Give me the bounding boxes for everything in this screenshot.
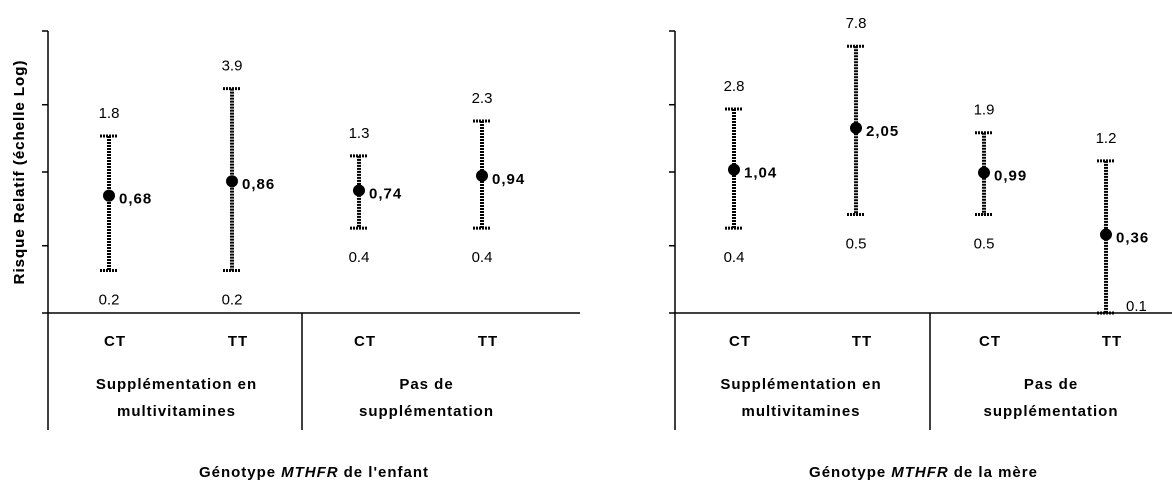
value-label: 0,36 — [1116, 230, 1149, 247]
ci-low-label: 0.4 — [724, 249, 745, 266]
group-label: Pas de — [399, 376, 453, 393]
ci-high-label: 1.8 — [99, 105, 120, 122]
ci-high-label: 3.9 — [222, 58, 243, 75]
ci-low-label: 0.5 — [974, 235, 995, 252]
x-tick-label: TT — [852, 333, 872, 350]
x-tick-label: TT — [478, 333, 498, 350]
ci-low-label: 0.5 — [846, 235, 867, 252]
ci-high-label: 2.3 — [472, 90, 493, 107]
x-axis-label-part: MTHFR — [281, 464, 339, 481]
point — [476, 169, 488, 182]
x-tick-label: CT — [979, 333, 1001, 350]
group-label: multivitamines — [741, 403, 860, 420]
ci-high-label: 1.9 — [974, 102, 995, 119]
point — [353, 184, 365, 197]
ci-high-label: 1.2 — [1096, 130, 1117, 147]
value-label: 1,04 — [744, 165, 777, 182]
group-label: Supplémentation en — [96, 376, 257, 393]
point — [728, 163, 740, 176]
value-label: 0,74 — [369, 185, 402, 202]
ci-low-label: 0.4 — [472, 249, 493, 266]
x-axis-label-part: MTHFR — [891, 464, 949, 481]
group-label: Supplémentation en — [720, 376, 881, 393]
ci-high-label: 2.8 — [724, 78, 745, 95]
x-tick-label: TT — [1102, 333, 1122, 350]
value-label: 0,94 — [492, 171, 525, 188]
ci-low-label: 0.2 — [222, 292, 243, 309]
ci-high-label: 7.8 — [846, 15, 867, 32]
x-tick-label: CT — [104, 333, 126, 350]
ci-low-label: 0.4 — [349, 249, 370, 266]
x-tick-label: CT — [729, 333, 751, 350]
x-axis-label: Génotype MTHFR de la mère — [809, 464, 1038, 481]
ci-high-label: 1.3 — [349, 125, 370, 142]
ci-low-label: 0.2 — [99, 292, 120, 309]
value-label: 0,86 — [242, 176, 275, 193]
group-label: supplémentation — [359, 403, 494, 420]
x-axis-label-part: Génotype — [809, 464, 886, 481]
point — [226, 175, 238, 188]
x-axis-label-part: de la mère — [954, 464, 1038, 481]
point — [1100, 228, 1112, 241]
value-label: 0,99 — [994, 168, 1027, 185]
point — [850, 122, 862, 135]
x-tick-label: CT — [354, 333, 376, 350]
group-label: multivitamines — [117, 403, 236, 420]
ci-low-label: 0.1 — [1126, 298, 1147, 315]
x-axis-label: Génotype MTHFR de l'enfant — [199, 464, 429, 481]
value-label: 2,05 — [866, 123, 899, 140]
group-label: Pas de — [1024, 376, 1078, 393]
y-axis-label: Risque Relatif (échelle Log) — [11, 60, 28, 285]
y-axis-label: Risque Relatif (échelle Log) — [11, 60, 28, 285]
point — [103, 189, 115, 202]
value-label: 0,68 — [119, 191, 152, 208]
point — [978, 166, 990, 179]
group-label: supplémentation — [983, 403, 1118, 420]
x-axis-label-part: de l'enfant — [344, 464, 429, 481]
x-axis-label-part: Génotype — [199, 464, 276, 481]
x-tick-label: TT — [228, 333, 248, 350]
